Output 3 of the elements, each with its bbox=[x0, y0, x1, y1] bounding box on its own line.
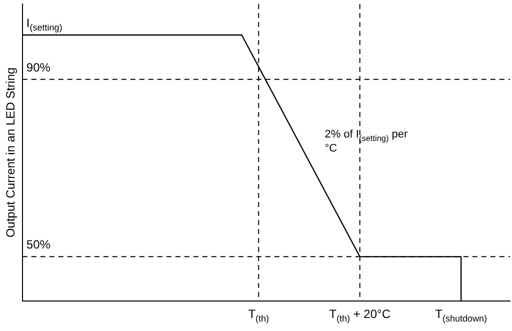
y-tick-label: 90% bbox=[26, 60, 51, 74]
y-tick-label: 50% bbox=[26, 238, 51, 252]
y-axis-title: Output Current in an LED String bbox=[4, 67, 18, 238]
